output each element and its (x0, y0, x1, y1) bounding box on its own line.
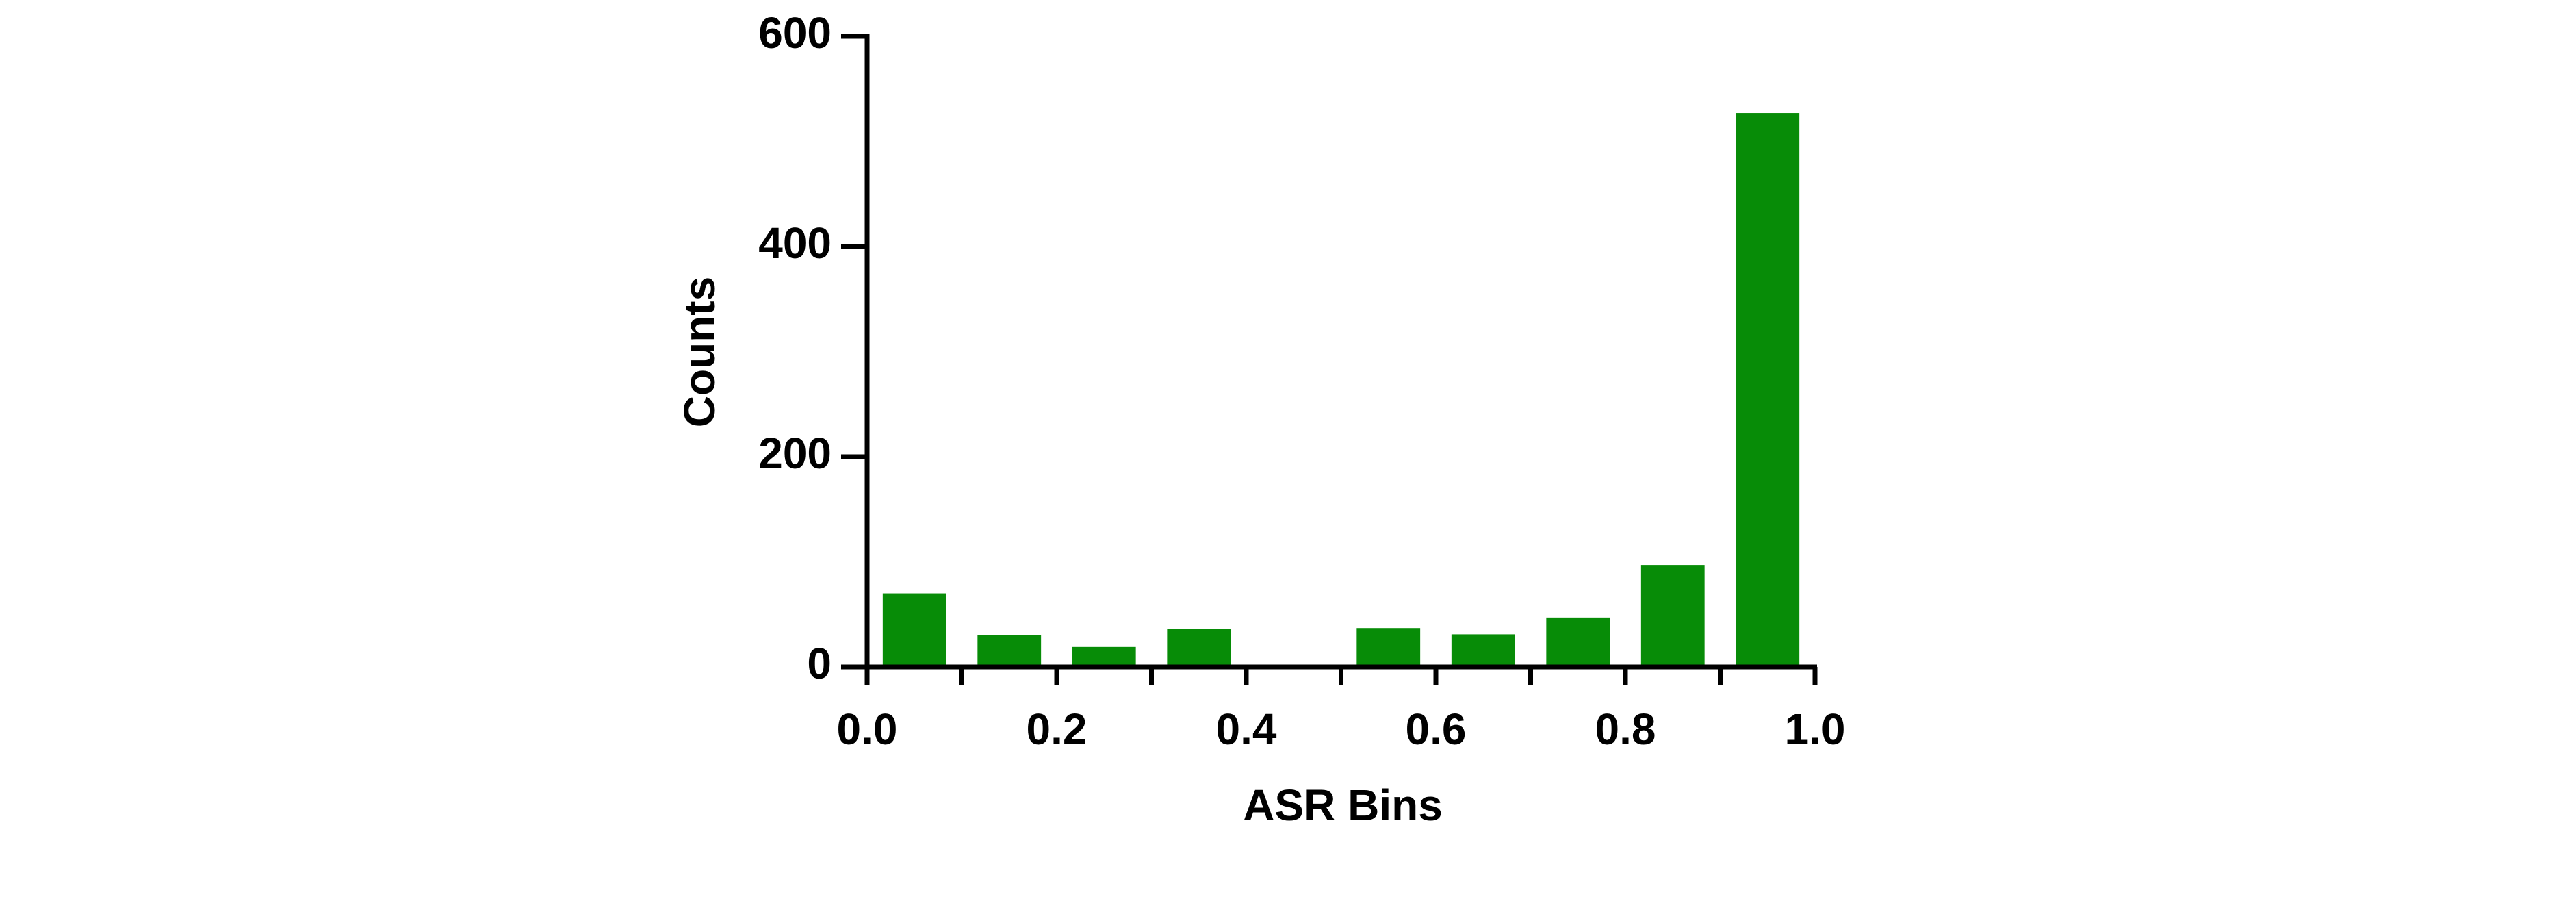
x-tick-label: 0.6 (1406, 705, 1467, 754)
bar (882, 593, 946, 667)
bar (1451, 634, 1515, 667)
y-tick-label: 200 (758, 429, 832, 478)
y-tick-label: 400 (758, 218, 832, 268)
bar (1546, 617, 1610, 667)
y-tick-label: 0 (807, 639, 832, 688)
x-tick-label: 0.8 (1595, 705, 1656, 754)
bar (1640, 565, 1705, 667)
x-tick-label: 1.0 (1785, 705, 1846, 754)
bar (1736, 113, 1800, 667)
y-axis-label: Counts (675, 277, 724, 427)
bar (1167, 629, 1231, 667)
x-axis-label: ASR Bins (1243, 781, 1443, 830)
x-tick-label: 0.4 (1216, 705, 1277, 754)
bar (1072, 646, 1136, 667)
x-tick-label: 0.0 (837, 705, 898, 754)
bar (977, 635, 1042, 667)
x-tick-label: 0.2 (1027, 705, 1087, 754)
bar (1356, 628, 1421, 667)
y-tick-label: 600 (758, 8, 832, 58)
